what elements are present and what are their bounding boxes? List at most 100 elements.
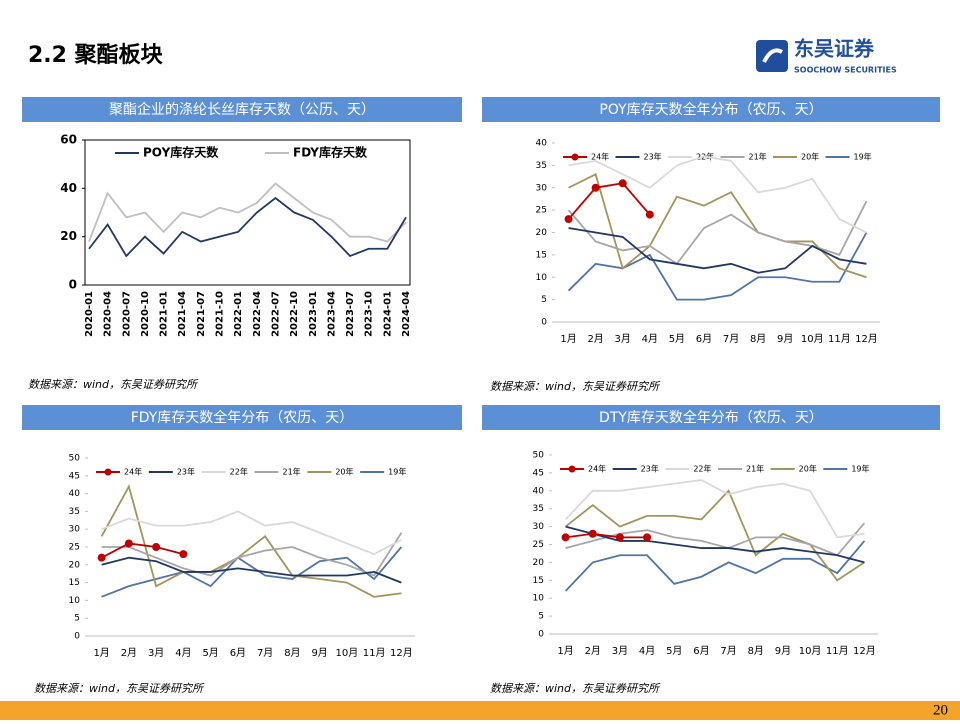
y-tick-label: 0 [69,278,77,292]
y-tick-label: 30 [69,525,81,535]
x-tick-label: 2023-01 [308,291,319,337]
series-line [568,155,867,234]
y-tick-label: 15 [533,576,544,586]
x-tick-label: 10月 [799,645,822,657]
series-marker [591,183,600,192]
x-tick-label: 7月 [257,647,273,659]
y-tick-label: 5 [538,612,544,622]
x-tick-label: 2020-01 [84,291,95,337]
legend-label: 24年 [124,467,142,477]
panel-header [482,405,940,430]
source-note: 数据来源：wind，东吴证券研究所 [490,682,661,695]
x-tick-label: 5月 [666,645,682,657]
x-tick-label: 2021-04 [177,291,188,337]
y-tick-label: 45 [69,471,80,481]
x-tick-label: 2023-07 [345,291,356,337]
x-tick-label: 11月 [363,647,386,659]
y-tick-label: 30 [536,183,548,193]
legend-label: 24年 [591,152,609,162]
y-tick-label: 0 [538,630,544,640]
series-line [568,173,867,279]
x-tick-label: 2022-04 [252,291,263,337]
x-tick-label: 2月 [121,647,137,659]
x-tick-label: 3月 [612,645,628,657]
x-tick-label: 2020-04 [103,291,114,337]
x-tick-label: 1月 [93,647,109,659]
x-tick-label: 11月 [828,333,851,345]
panel-title: DTY库存天数全年分布（农历、天） [599,409,823,426]
series-marker [97,553,106,562]
x-tick-label: 10月 [801,333,824,345]
legend-label: 20年 [801,152,819,162]
x-tick-label: 8月 [750,333,766,345]
legend-label: 23年 [177,467,195,477]
y-tick-label: 60 [60,133,77,147]
series-marker [179,550,188,559]
x-tick-label: 6月 [693,645,709,657]
series-marker [615,533,624,542]
series-line [564,540,866,592]
y-tick-label: 50 [69,454,81,464]
legend-label: 21年 [749,152,767,162]
x-tick-label: 6月 [230,647,246,659]
x-tick-label: 8月 [748,645,764,657]
x-tick-label: 2月 [585,645,601,657]
series-line [565,489,865,582]
x-tick-label: 3月 [615,333,631,345]
y-tick-label: 5 [541,295,547,305]
y-tick-label: 20 [536,228,548,238]
x-tick-label: 8月 [284,647,300,659]
x-tick-label: 2023-04 [326,291,337,337]
y-tick-label: 40 [533,486,545,496]
series-line [88,182,407,243]
legend-label: POY库存天数 [143,145,219,160]
x-tick-label: 11月 [826,645,849,657]
y-tick-label: 40 [536,139,548,149]
y-tick-label: 50 [533,451,545,461]
y-tick-label: 10 [533,594,545,604]
y-tick-label: 30 [533,522,545,532]
x-tick-label: 2022-01 [233,291,244,337]
legend-label: 20年 [799,464,817,474]
legend-label: 23年 [641,464,659,474]
series-line [565,525,865,564]
y-tick-label: 20 [69,560,81,570]
x-tick-label: 2020-10 [140,291,151,337]
y-tick-label: 25 [536,206,547,216]
y-tick-label: 20 [60,229,77,243]
x-tick-label: 2024-01 [382,291,393,337]
x-tick-label: 5月 [669,333,685,345]
y-tick-label: 10 [69,596,81,606]
logo-icon [756,40,788,72]
y-tick-label: 45 [533,468,544,478]
source-note: 数据来源：wind，东吴证券研究所 [34,682,205,695]
logo: 东吴证券 SOOCHOW SECURITIES [756,37,897,75]
series-marker [643,533,652,542]
y-tick-label: 15 [69,578,80,588]
logo-subtitle: SOOCHOW SECURITIES [794,66,897,75]
series-line [101,532,403,577]
series-line [100,484,402,598]
footer-bar [0,701,960,720]
series-line [88,196,407,258]
y-tick-label: 35 [536,161,547,171]
x-tick-label: 12月 [855,333,878,345]
x-tick-label: 4月 [642,333,658,345]
x-tick-label: 6月 [696,333,712,345]
source-note: 数据来源：wind，东吴证券研究所 [490,380,661,393]
series-line [101,510,402,556]
x-tick-label: 3月 [148,647,164,659]
legend-label: 19年 [388,467,406,477]
series-marker [561,533,570,542]
y-tick-label: 0 [74,632,80,642]
series-line [101,546,403,598]
y-tick-label: 35 [69,507,80,517]
logo-stroke [762,48,784,63]
source-note: 数据来源：wind，东吴证券研究所 [28,378,199,391]
x-tick-label: 7月 [723,333,739,345]
panel-title: POY库存天数全年分布（农历、天） [599,101,822,118]
plot-frame [84,139,411,286]
legend-label: 23年 [644,152,662,162]
x-tick-label: 2021-07 [196,291,207,337]
series-line [567,182,651,220]
